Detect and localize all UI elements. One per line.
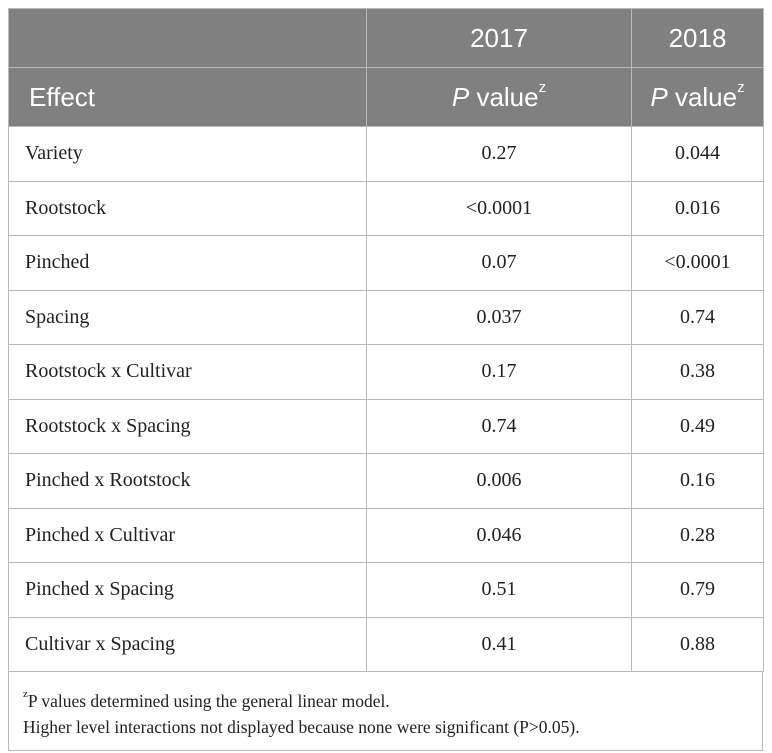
effect-cell: Pinched — [8, 235, 367, 291]
table-row: Pinched x Cultivar 0.046 0.28 — [8, 507, 764, 563]
superscript-z: z — [538, 78, 547, 96]
effect-cell: Rootstock x Cultivar — [8, 344, 367, 400]
table-row: Pinched x Spacing 0.51 0.79 — [8, 562, 764, 618]
p-2018-cell: 0.38 — [631, 344, 764, 400]
p-2018-cell: 0.88 — [631, 616, 764, 672]
effect-cell: Pinched x Spacing — [8, 562, 367, 618]
table-row: Cultivar x Spacing 0.41 0.88 — [8, 616, 764, 672]
p-2018-cell: 0.044 — [631, 126, 764, 182]
p-2017-cell: 0.07 — [366, 235, 632, 291]
p-symbol: P — [650, 81, 668, 112]
table-body: Variety 0.27 0.044 Rootstock <0.0001 0.0… — [8, 126, 764, 672]
p-2017-cell: 0.17 — [366, 344, 632, 400]
table-row: Spacing 0.037 0.74 — [8, 289, 764, 345]
header-year-2018: 2018 — [631, 8, 764, 68]
value-text: value — [667, 81, 738, 112]
p-2017-cell: 0.51 — [366, 562, 632, 618]
p-2018-cell: <0.0001 — [631, 235, 764, 291]
table-row: Rootstock <0.0001 0.016 — [8, 180, 764, 236]
p-2018-cell: 0.79 — [631, 562, 764, 618]
table-row: Rootstock x Spacing 0.74 0.49 — [8, 398, 764, 454]
header-row-labels: Effect P valuez P valuez — [8, 67, 764, 127]
p-symbol: P — [451, 81, 470, 112]
p-2018-cell: 0.49 — [631, 398, 764, 454]
p-2017-cell: 0.037 — [366, 289, 632, 345]
footnote-text-1: P values determined using the general li… — [27, 690, 390, 711]
effect-cell: Cultivar x Spacing — [8, 616, 367, 672]
effect-cell: Spacing — [8, 289, 367, 345]
p-2018-cell: 0.16 — [631, 453, 764, 509]
table-header: 2017 2018 Effect P valuez P valuez — [8, 8, 764, 127]
footnote-superscript: z — [23, 688, 28, 700]
footnote-line-2: Higher level interactions not displayed … — [23, 716, 580, 737]
header-p-value-2018: P valuez — [631, 67, 764, 127]
effect-cell: Pinched x Cultivar — [8, 507, 367, 563]
table-row: Rootstock x Cultivar 0.17 0.38 — [8, 344, 764, 400]
table-row: Pinched 0.07 <0.0001 — [8, 235, 764, 291]
header-row-years: 2017 2018 — [8, 8, 764, 68]
p-2018-cell: 0.28 — [631, 507, 764, 563]
p-2018-cell: 0.74 — [631, 289, 764, 345]
effect-cell: Pinched x Rootstock — [8, 453, 367, 509]
table-row: Variety 0.27 0.044 — [8, 126, 764, 182]
table-row: Pinched x Rootstock 0.006 0.16 — [8, 453, 764, 509]
header-effect: Effect — [8, 67, 367, 127]
header-p-value-2017: P valuez — [366, 67, 632, 127]
p-2018-cell: 0.016 — [631, 180, 764, 236]
effect-cell: Rootstock x Spacing — [8, 398, 367, 454]
header-empty-cell — [8, 8, 367, 68]
p-2017-cell: 0.74 — [366, 398, 632, 454]
p-2017-cell: <0.0001 — [366, 180, 632, 236]
p-2017-cell: 0.046 — [366, 507, 632, 563]
effect-cell: Variety — [8, 126, 367, 182]
results-table-container: 2017 2018 Effect P valuez P valuez Varie… — [8, 8, 764, 751]
value-text: value — [469, 81, 539, 112]
table-footnotes: zP values determined using the general l… — [8, 672, 763, 751]
footnote-line-1: zP values determined using the general l… — [23, 684, 748, 714]
effect-cell: Rootstock — [8, 180, 367, 236]
header-year-2017: 2017 — [366, 8, 632, 68]
p-2017-cell: 0.27 — [366, 126, 632, 182]
superscript-z: z — [737, 78, 745, 96]
p-2017-cell: 0.41 — [366, 616, 632, 672]
p-value-table: 2017 2018 Effect P valuez P valuez Varie… — [8, 8, 764, 672]
p-2017-cell: 0.006 — [366, 453, 632, 509]
